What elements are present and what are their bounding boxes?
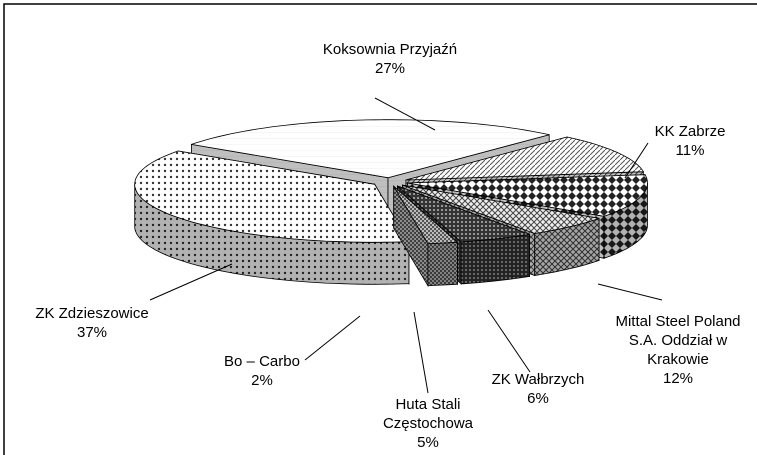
slice-top (191, 119, 550, 179)
leader-line (149, 263, 233, 301)
value-label: 6% (527, 390, 549, 407)
category-label: ZK Wałbrzych (491, 371, 585, 388)
category-label: ZK Zdzieszowice (35, 305, 149, 322)
slice-top (393, 185, 459, 245)
slice-side-shade (604, 183, 648, 259)
category-label: KK Zabrze (654, 123, 726, 140)
slice-label: Koksownia Przyjaźń 27% (280, 40, 500, 78)
slice-label: ZK Wałbrzych 6% (473, 370, 603, 408)
value-label: 27% (374, 60, 406, 77)
slice-label: Huta Stali Częstochowa 5% (373, 395, 483, 452)
leader-line (413, 311, 429, 394)
slice-top (397, 185, 530, 243)
value-label: 12% (662, 370, 694, 387)
slice-side-shade (427, 242, 458, 286)
leader-line (597, 283, 663, 301)
leader-line (624, 142, 649, 179)
frame (3, 3, 757, 455)
slice-label: Bo – Carbo 2% (207, 352, 317, 390)
slice-side-shade (534, 218, 600, 276)
value-label: 37% (76, 324, 108, 341)
slice-label: KK Zabrze 11% (630, 122, 750, 160)
value-label: 11% (675, 142, 705, 159)
category-label: Huta Stali Częstochowa (382, 396, 474, 432)
leader-line (304, 315, 361, 361)
leader-line (374, 97, 436, 131)
slice-top (402, 184, 600, 234)
category-label: Mittal Steel Poland S.A. Oddział w Krako… (615, 313, 741, 368)
slice-side-shade (461, 234, 530, 284)
value-label: 5% (417, 434, 439, 451)
leader-line (487, 309, 531, 373)
slice-label: Mittal Steel Poland S.A. Oddział w Krako… (603, 312, 753, 388)
category-label: Bo – Carbo (224, 353, 300, 370)
slice-side-shade (134, 184, 409, 285)
category-label: Koksownia Przyjaźń (322, 41, 458, 58)
slice-top (405, 136, 645, 181)
slice-label: ZK Zdzieszowice 37% (12, 304, 172, 342)
value-label: 2% (251, 372, 273, 389)
slice-top (134, 150, 410, 243)
slice-shade (393, 186, 428, 286)
slice-top (407, 174, 648, 217)
